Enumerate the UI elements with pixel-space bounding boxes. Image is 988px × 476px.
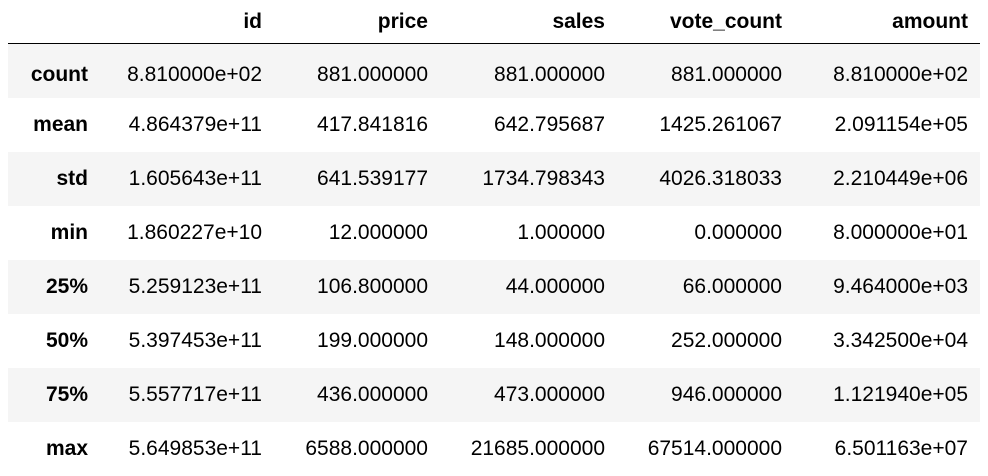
cell-vote-count: 946.000000: [671, 382, 782, 406]
cell-amount: 1.121940e+05: [833, 382, 968, 406]
cell-amount: 8.000000e+01: [833, 220, 968, 244]
cell-sales: 21685.000000: [470, 436, 605, 460]
cell-amount: 2.091154e+05: [834, 112, 968, 136]
cell-id: 8.810000e+02: [127, 62, 262, 86]
cell-vote-count: 252.000000: [671, 328, 782, 352]
cell-id: 1.605643e+11: [128, 166, 262, 190]
table-header: id price sales vote_count amount: [8, 1, 980, 44]
index-header-cell: [8, 1, 96, 44]
cell-amount: 9.464000e+03: [833, 274, 968, 298]
cell-vote-count: 0.000000: [694, 220, 782, 244]
cell-sales: 1734.798343: [482, 166, 605, 190]
header-row: id price sales vote_count amount: [8, 1, 980, 44]
describe-table: id price sales vote_count amount count 8…: [8, 1, 980, 476]
table-row-min: min 1.860227e+10 12.000000 1.000000 0.00…: [8, 205, 980, 260]
table-row-50pct: 50% 5.397453e+11 199.000000 148.000000 2…: [8, 313, 980, 368]
cell-amount: 3.342500e+04: [833, 328, 968, 352]
column-header-amount: amount: [794, 1, 980, 44]
cell-amount: 6.501163e+07: [834, 436, 968, 460]
table-row-std: std 1.605643e+11 641.539177 1734.798343 …: [8, 151, 980, 206]
column-header-sales: sales: [440, 1, 617, 44]
column-header-id: id: [96, 1, 274, 44]
cell-vote-count: 881.000000: [671, 62, 782, 86]
row-label: count: [30, 62, 88, 86]
column-header-price: price: [274, 1, 440, 44]
cell-sales: 881.000000: [494, 62, 605, 86]
cell-id: 4.864379e+11: [128, 112, 262, 136]
row-label: mean: [33, 112, 88, 136]
cell-sales: 44.000000: [505, 274, 605, 298]
table-row-mean: mean 4.864379e+11 417.841816 642.795687 …: [8, 97, 980, 152]
cell-price: 881.000000: [317, 62, 428, 86]
table-row-count: count 8.810000e+02 881.000000 881.000000…: [8, 43, 980, 98]
cell-id: 1.860227e+10: [127, 220, 262, 244]
cell-vote-count: 4026.318033: [659, 166, 782, 190]
cell-amount: 8.810000e+02: [833, 62, 968, 86]
row-label: std: [56, 166, 89, 190]
cell-sales: 148.000000: [494, 328, 605, 352]
cell-price: 12.000000: [328, 220, 428, 244]
table-row-25pct: 25% 5.259123e+11 106.800000 44.000000 66…: [8, 259, 980, 314]
table-row-max: max 5.649853e+11 6588.000000 21685.00000…: [8, 421, 980, 476]
table-body: count 8.810000e+02 881.000000 881.000000…: [8, 43, 980, 476]
cell-price: 199.000000: [317, 328, 428, 352]
cell-sales: 642.795687: [494, 112, 605, 136]
cell-sales: 1.000000: [517, 220, 605, 244]
cell-price: 417.841816: [317, 112, 428, 136]
row-label: max: [45, 436, 88, 460]
cell-id: 5.557717e+11: [128, 382, 262, 406]
table-row-75pct: 75% 5.557717e+11 436.000000 473.000000 9…: [8, 367, 980, 422]
row-label: 75%: [45, 382, 88, 406]
cell-price: 106.800000: [317, 274, 428, 298]
cell-amount: 2.210449e+06: [833, 166, 968, 190]
cell-id: 5.649853e+11: [128, 436, 262, 460]
cell-vote-count: 67514.000000: [647, 436, 782, 460]
cell-vote-count: 66.000000: [682, 274, 782, 298]
column-header-vote-count: vote_count: [617, 1, 794, 44]
cell-price: 641.539177: [317, 166, 428, 190]
row-label: min: [50, 220, 88, 244]
cell-price: 436.000000: [317, 382, 428, 406]
cell-vote-count: 1425.261067: [659, 112, 782, 136]
cell-sales: 473.000000: [494, 382, 605, 406]
cell-id: 5.397453e+11: [128, 328, 262, 352]
cell-price: 6588.000000: [305, 436, 428, 460]
cell-id: 5.259123e+11: [128, 274, 262, 298]
row-label: 50%: [45, 328, 88, 352]
row-label: 25%: [45, 274, 88, 298]
